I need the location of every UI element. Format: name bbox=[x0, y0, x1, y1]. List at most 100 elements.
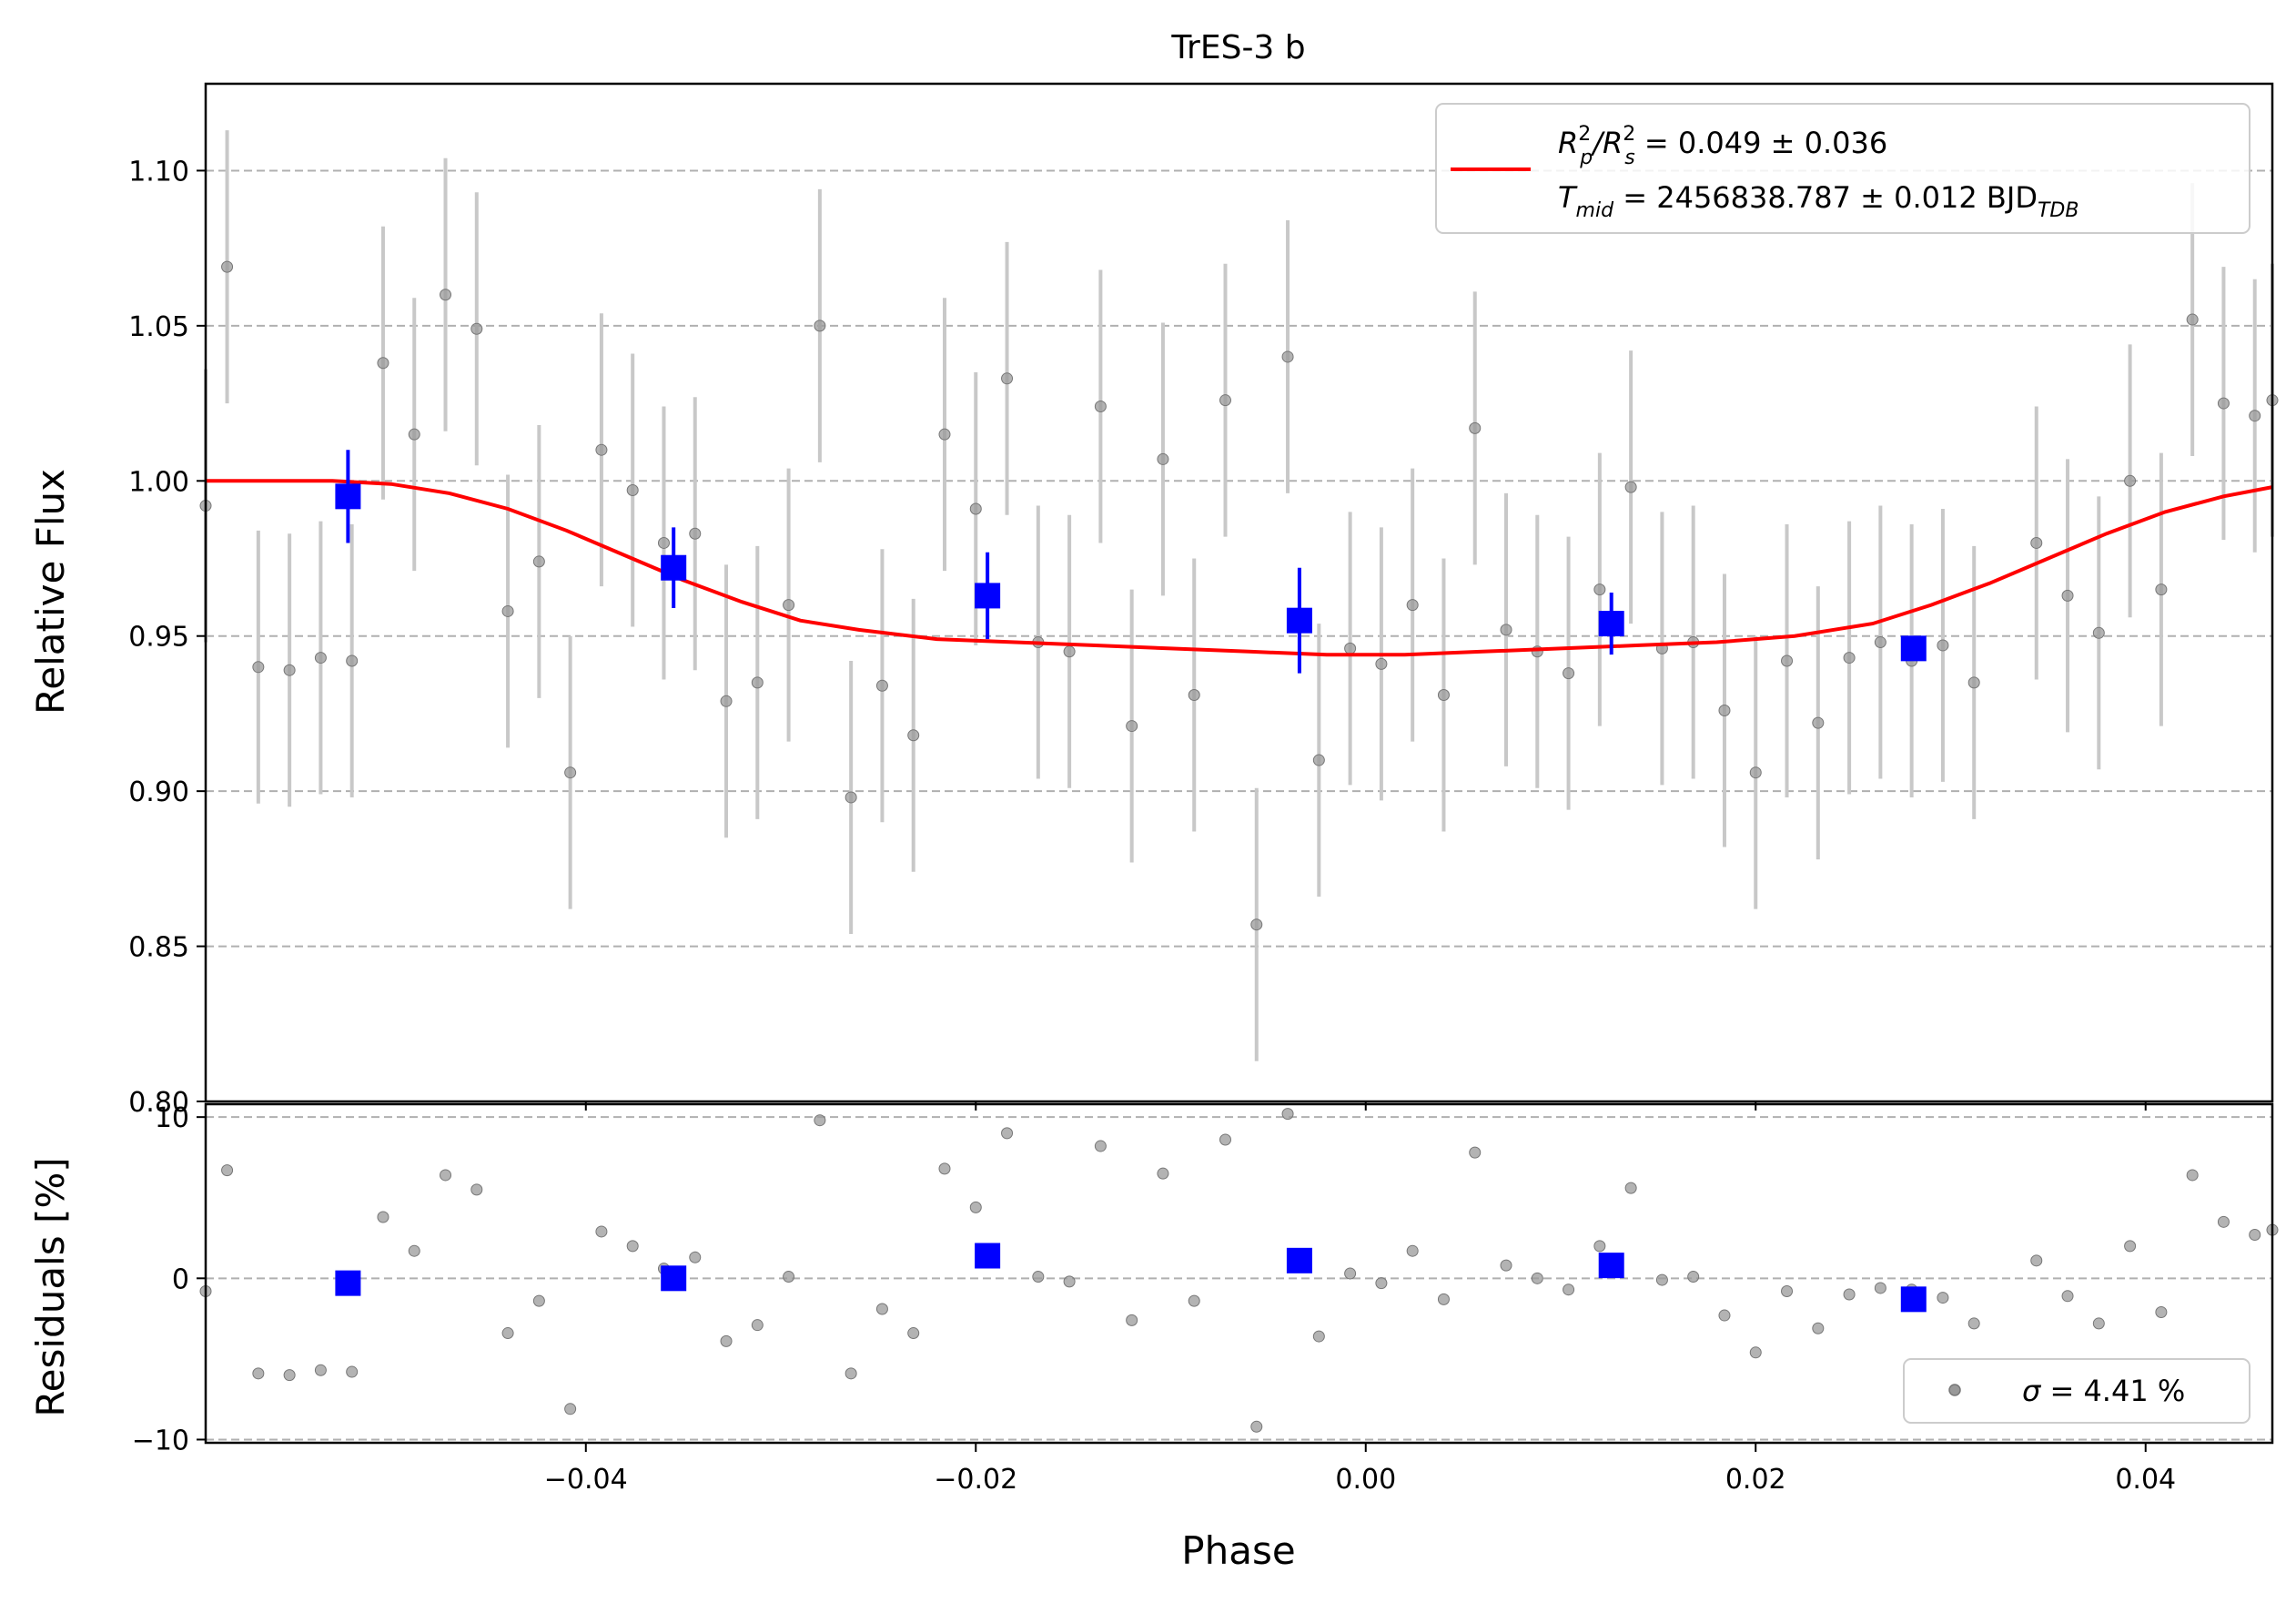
x-tick-label: −0.04 bbox=[544, 1464, 628, 1496]
raw-data-point bbox=[1781, 654, 1794, 667]
x-tick-label: 0.04 bbox=[2115, 1464, 2176, 1496]
residual-binned-data bbox=[335, 1243, 1927, 1313]
residual-data-point bbox=[1531, 1272, 1543, 1284]
residual-y-tick-label: −10 bbox=[132, 1425, 189, 1456]
residual-data-point bbox=[1250, 1420, 1263, 1433]
residual-legend: σ = 4.41 % bbox=[1903, 1358, 2250, 1424]
residual-data-point bbox=[595, 1225, 608, 1238]
residual-data-point bbox=[689, 1251, 702, 1263]
raw-data-point bbox=[814, 320, 826, 332]
legend-residual-marker bbox=[1948, 1384, 1961, 1396]
main-plot-frame bbox=[204, 82, 2274, 1103]
binned-data-point bbox=[1900, 635, 1927, 662]
main-y-tick-label: 0.90 bbox=[128, 776, 189, 808]
residual-data-point bbox=[1406, 1244, 1419, 1257]
x-tick-label: 0.02 bbox=[1725, 1464, 1786, 1496]
residual-data-point bbox=[2092, 1317, 2105, 1330]
residual-data-point bbox=[2155, 1306, 2168, 1319]
binned-data-point bbox=[335, 483, 361, 510]
residual-data-point bbox=[501, 1327, 514, 1340]
legend-sigma-label: σ = 4.41 % bbox=[2022, 1374, 2185, 1408]
legend-depth-label: R2 p/R2 s = 0.049 ± 0.036 bbox=[1558, 123, 1887, 169]
raw-data-point bbox=[314, 652, 327, 665]
residual-data-point bbox=[1718, 1309, 1731, 1322]
residual-data-point bbox=[1500, 1259, 1512, 1272]
residual-data-point bbox=[532, 1294, 545, 1307]
raw-data-point bbox=[1126, 720, 1138, 733]
raw-data-point bbox=[2217, 397, 2230, 410]
main-y-axis-ticks: 0.80 0.85 0.90 0.95 1.00 1.05 1.10 bbox=[128, 156, 2147, 1119]
raw-data-point bbox=[1624, 481, 1637, 493]
raw-data-point bbox=[1843, 652, 1856, 665]
residual-data-point bbox=[2217, 1215, 2230, 1228]
residual-data-point bbox=[564, 1403, 577, 1415]
raw-data-point bbox=[532, 555, 545, 568]
residual-data-point bbox=[1469, 1146, 1482, 1159]
raw-data-point bbox=[1593, 583, 1606, 596]
raw-data-point bbox=[283, 664, 296, 676]
main-y-tick-label: 0.80 bbox=[128, 1087, 189, 1119]
binned-data-point bbox=[1286, 607, 1312, 634]
residual-binned-point bbox=[1598, 1253, 1624, 1279]
raw-data-point bbox=[720, 695, 733, 707]
raw-data-point bbox=[1312, 754, 1325, 766]
main-binned-data bbox=[335, 450, 1927, 674]
x-tick-label: −0.02 bbox=[934, 1464, 1017, 1496]
residual-data-point bbox=[1655, 1273, 1668, 1286]
raw-data-point bbox=[2249, 410, 2261, 422]
raw-data-point bbox=[1500, 624, 1512, 636]
raw-data-point bbox=[1375, 657, 1388, 670]
residual-data-point bbox=[1126, 1314, 1138, 1326]
main-legend: R2 p/R2 s = 0.049 ± 0.036 Tmid = 2456838.7… bbox=[1435, 103, 2250, 234]
residual-data-point bbox=[283, 1369, 296, 1382]
residual-data-point bbox=[252, 1367, 265, 1380]
residual-data-point bbox=[1812, 1322, 1825, 1334]
x-axis-ticks: −0.04 −0.02 0.00 0.02 0.04 bbox=[544, 1443, 2176, 1496]
residual-data-point bbox=[2061, 1290, 2074, 1303]
residual-data-point bbox=[346, 1365, 359, 1378]
raw-data-point bbox=[783, 599, 795, 612]
residual-binned-point bbox=[975, 1243, 1001, 1269]
residual-data-point bbox=[1749, 1346, 1762, 1359]
residual-y-tick-label: 0 bbox=[172, 1263, 189, 1295]
raw-data-point bbox=[1281, 350, 1294, 363]
raw-data-point bbox=[2061, 589, 2074, 602]
raw-data-point bbox=[1874, 636, 1886, 649]
raw-data-point bbox=[1937, 639, 1949, 652]
residual-data-point bbox=[1032, 1271, 1045, 1283]
residual-data-point bbox=[2249, 1228, 2261, 1241]
residual-data-point bbox=[1563, 1283, 1575, 1296]
residual-data-point bbox=[221, 1164, 234, 1177]
residual-data-point bbox=[1188, 1294, 1200, 1307]
main-raw-data bbox=[199, 130, 2279, 1061]
raw-data-point bbox=[1344, 642, 1357, 654]
raw-data-point bbox=[501, 604, 514, 617]
raw-data-point bbox=[1563, 667, 1575, 680]
raw-data-point bbox=[1063, 645, 1076, 658]
raw-data-point bbox=[221, 260, 234, 273]
residual-data-point bbox=[1624, 1182, 1637, 1194]
raw-data-point bbox=[2030, 536, 2043, 549]
residual-data-point bbox=[1437, 1293, 1450, 1305]
residual-data-point bbox=[814, 1114, 826, 1127]
residual-data-point bbox=[1781, 1284, 1794, 1297]
residual-data-point bbox=[314, 1364, 327, 1376]
raw-data-point bbox=[969, 502, 982, 515]
residual-data-point bbox=[440, 1169, 452, 1182]
binned-data-point bbox=[1598, 611, 1624, 637]
residual-data-point bbox=[377, 1211, 389, 1223]
residual-binned-point bbox=[1900, 1286, 1927, 1313]
raw-data-point bbox=[1094, 400, 1107, 412]
residual-binned-point bbox=[335, 1270, 361, 1296]
residual-data-point bbox=[626, 1240, 639, 1253]
raw-data-point bbox=[1157, 452, 1169, 465]
x-axis-label: Phase bbox=[1181, 1528, 1295, 1573]
raw-data-point bbox=[907, 729, 920, 742]
raw-data-point bbox=[1749, 766, 1762, 779]
raw-data-point bbox=[845, 791, 857, 804]
residual-data-point bbox=[408, 1244, 420, 1257]
residual-data-point bbox=[1219, 1133, 1232, 1146]
residual-y-axis-ticks: −10 0 10 bbox=[132, 1102, 206, 1456]
binned-data-point bbox=[661, 554, 687, 581]
